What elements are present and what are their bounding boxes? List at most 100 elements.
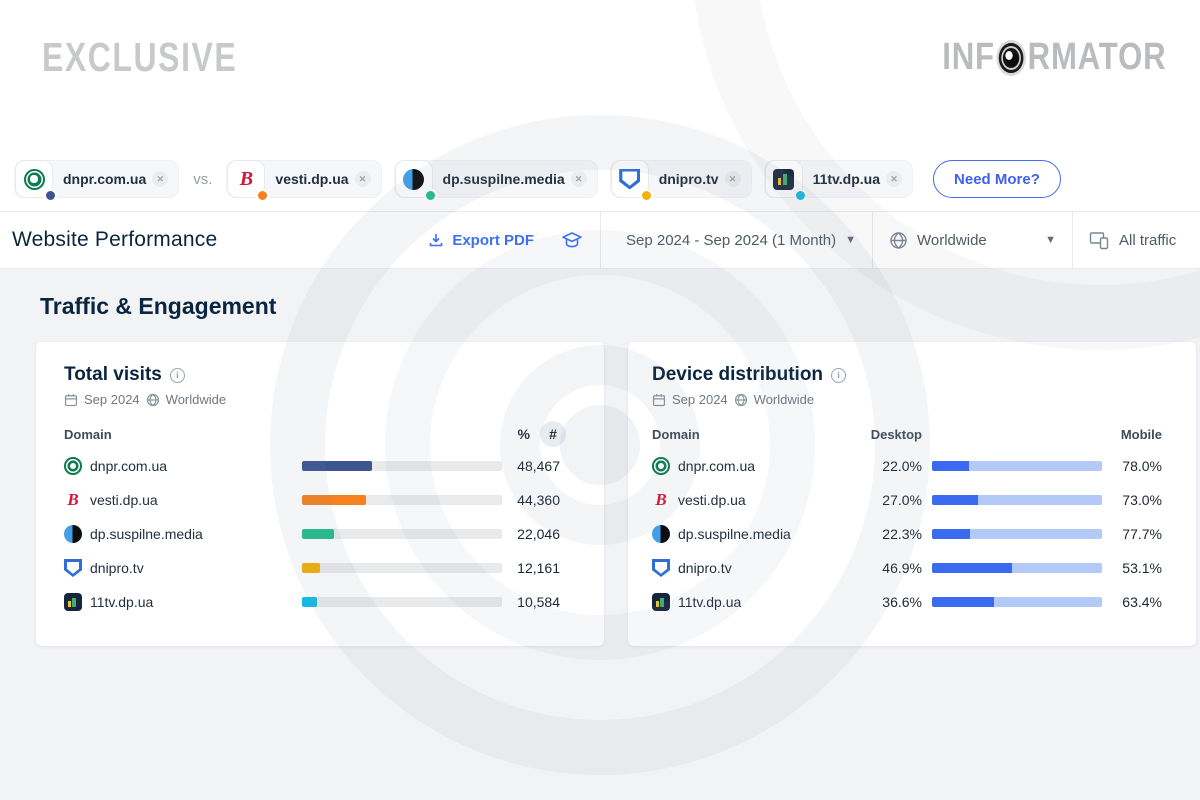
favicon-suspilne-icon [64,525,82,543]
mobile-percent: 77.7% [1122,526,1162,542]
table-row: 11tv.dp.ua 36.6% 63.4% [628,585,1196,619]
table-row: dp.suspilne.media 22,046 [36,517,604,551]
mobile-percent: 53.1% [1122,560,1162,576]
favicon-dnipro-icon [619,168,641,190]
desktop-bar-segment [932,495,978,505]
visits-value: 12,161 [517,560,560,576]
table-row: vesti.dp.ua 27.0% 73.0% [628,483,1196,517]
chip-domain-label: dnpr.com.ua [63,171,147,187]
card-date: Sep 2024 [84,392,140,407]
favicon-tile [227,160,270,202]
card-date: Sep 2024 [672,392,728,407]
visits-bar-track [302,495,502,505]
device-bar-track [932,597,1102,607]
favicon-tile [15,160,57,202]
globe-icon [890,231,907,249]
favicon-vesti-icon [64,491,82,509]
chips-list: dnpr.com.ua ✕ vs. vesti.dp.ua✕ dp.suspilne.m… [14,160,914,202]
card-title: Total visits [64,364,162,385]
device-bar-track [932,563,1102,573]
export-pdf-button[interactable]: Export PDF [428,232,534,249]
device-bar-track [932,495,1102,505]
total-visits-rows: dnpr.com.ua 48,467 vesti.dp.ua 44,360 dp.sus… [36,449,604,619]
domain-label: dnpr.com.ua [678,458,756,474]
favicon-suspilne-icon [652,525,670,543]
series-color-dot [423,189,437,202]
desktop-bar-segment [932,461,970,471]
domain-chip-dnipro[interactable]: dnipro.tv ✕ [609,160,752,202]
device-bar [922,461,1112,471]
calendar-icon [64,393,78,406]
visits-bar-track [302,529,502,539]
series-color-dot [44,189,57,202]
favicon-tile [610,160,653,202]
total-visits-card: Total visits i Sep 2024 Worldwide Domain [36,342,604,646]
favicon-dnipro-icon [64,559,82,577]
table-row: 11tv.dp.ua 10,584 [36,585,604,619]
desktop-bar-segment [932,563,1012,573]
favicon-suspilne-icon [403,168,425,190]
domain-label: 11tv.dp.ua [90,594,154,610]
traffic-engagement-section: Traffic & Engagement Total visits i Sep … [0,269,1200,800]
domain-chip-tv11[interactable]: 11tv.dp.ua ✕ [763,160,914,202]
informator-text-right: RMATOR [1027,36,1166,78]
traffic-filter[interactable]: All traffic [1072,212,1200,268]
device-bar-track [932,529,1102,539]
domain-label: dp.suspilne.media [90,526,203,542]
vs-label: vs. [193,170,213,188]
learn-button[interactable] [560,229,584,251]
card-region: Worldwide [753,392,815,407]
visits-bar-fill [302,529,334,539]
mobile-bar-segment [994,597,1102,607]
visits-value: 48,467 [517,458,560,474]
exclusive-logo: EXCLUSIVE [42,34,238,80]
need-more-button[interactable]: Need More? [933,160,1061,198]
domain-label: dnipro.tv [678,560,732,576]
column-domain: Domain [652,426,700,442]
number-toggle[interactable]: # [540,421,566,447]
favicon-tv11-icon [64,593,82,611]
close-icon[interactable]: ✕ [724,171,741,187]
favicon-dnipro-icon [652,559,670,577]
mobile-bar-segment [1011,563,1102,573]
favicon-dnpr-icon [64,457,82,475]
table-row: dnpr.com.ua 22.0% 78.0% [628,449,1196,483]
visits-value: 22,046 [517,526,560,542]
visits-bar-track [302,461,502,471]
devices-icon [1089,232,1109,250]
domain-label: 11tv.dp.ua [678,594,742,610]
mobile-bar-segment [969,529,1102,539]
device-bar [922,529,1112,539]
desktop-bar-segment [932,597,995,607]
device-distribution-rows: dnpr.com.ua 22.0% 78.0% vesti.dp.ua 27.0% 73.… [628,449,1196,619]
domain-chip-dnpr[interactable]: dnpr.com.ua ✕ [14,160,180,202]
close-icon[interactable]: ✕ [886,171,903,187]
chevron-down-icon: ▼ [1045,234,1056,246]
mobile-bar-segment [977,495,1102,505]
toolbar: Website Performance Export PDF Sep 2024 … [0,211,1200,269]
table-header: Domain % # [36,419,604,449]
table-header: Domain Desktop Mobile [628,419,1196,449]
date-range-picker[interactable]: Sep 2024 - Sep 2024 (1 Month) ▼ [600,212,872,268]
percent-toggle[interactable]: % [517,426,530,442]
mobile-percent: 78.0% [1122,458,1162,474]
export-pdf-label: Export PDF [452,231,534,249]
device-bar [922,597,1112,607]
close-icon[interactable]: ✕ [570,171,587,187]
info-icon[interactable]: i [169,367,185,383]
favicon-tile [764,160,807,202]
desktop-bar-segment [932,529,970,539]
favicon-dnpr-icon [652,457,670,475]
region-select[interactable]: Worldwide ▼ [872,212,1072,268]
close-icon[interactable]: ✕ [354,171,371,187]
traffic-label: All traffic [1119,231,1177,249]
card-region: Worldwide [165,392,227,407]
domain-chip-vesti[interactable]: vesti.dp.ua ✕ [226,160,382,202]
card-title: Device distribution [652,364,824,385]
domain-chip-suspilne[interactable]: dp.suspilne.media ✕ [393,160,598,202]
domain-label: vesti.dp.ua [678,492,746,508]
masthead: EXCLUSIVE INF RMATOR [0,0,1200,130]
mobile-percent: 63.4% [1122,594,1162,610]
info-icon[interactable]: i [831,367,847,383]
close-icon[interactable]: ✕ [152,171,169,187]
